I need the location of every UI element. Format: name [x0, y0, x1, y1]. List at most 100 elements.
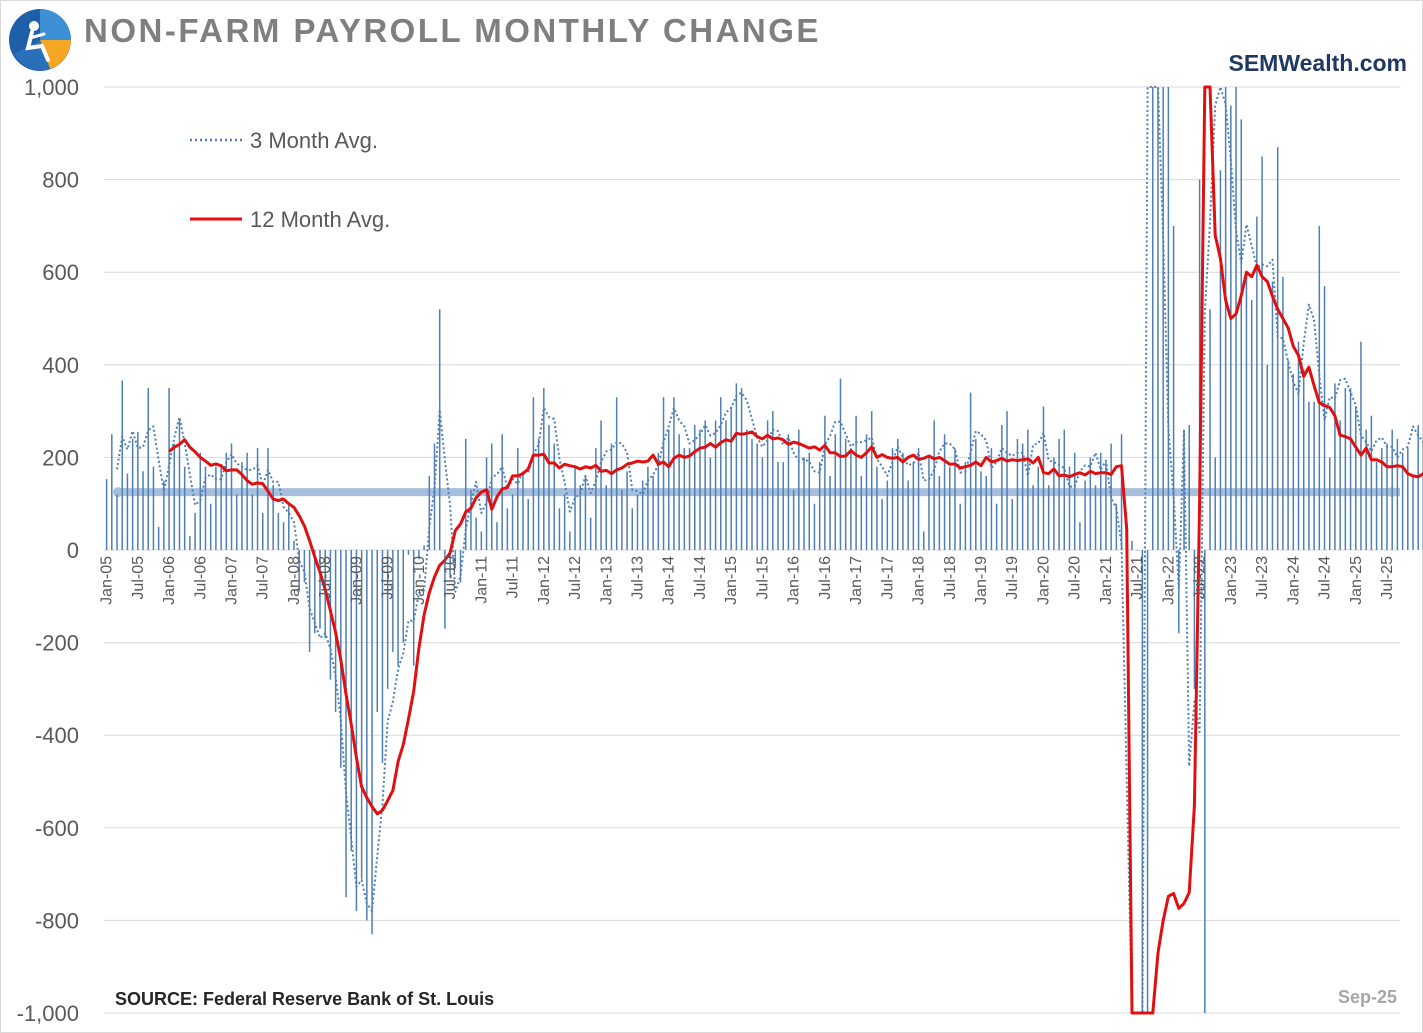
bar	[241, 462, 243, 550]
reference-band-mark	[116, 488, 1400, 497]
bar	[844, 438, 847, 550]
bar	[1027, 429, 1029, 550]
bar	[621, 489, 623, 550]
y-tick-label: 800	[42, 168, 79, 193]
bar	[1120, 434, 1123, 550]
x-tick-label: Jul-12	[567, 556, 584, 600]
bar	[829, 475, 831, 550]
bar	[1146, 550, 1149, 1013]
bar	[902, 452, 904, 550]
x-tick-label: Jan-18	[911, 556, 928, 605]
bar	[412, 550, 415, 666]
bar	[865, 434, 868, 550]
bar	[1412, 475, 1414, 550]
bar	[267, 448, 269, 550]
x-tick-label: Jul-08	[317, 556, 334, 600]
bar	[860, 475, 863, 550]
bar	[928, 457, 930, 550]
bar	[1099, 452, 1102, 550]
bar	[553, 443, 555, 550]
bar	[293, 540, 295, 550]
bar	[1370, 415, 1373, 550]
bar	[746, 429, 748, 550]
brand-link[interactable]: SEMWealth.com	[1228, 50, 1408, 76]
bar	[1401, 452, 1404, 550]
bar	[532, 397, 535, 550]
bar	[803, 457, 805, 550]
bar	[907, 480, 909, 550]
bar	[610, 443, 613, 550]
bar	[1001, 424, 1003, 550]
bar	[261, 512, 264, 550]
bar	[933, 420, 935, 550]
bar	[371, 550, 373, 935]
bar	[1349, 387, 1352, 550]
bar	[886, 480, 889, 550]
bar	[990, 448, 993, 550]
bar	[1381, 448, 1383, 550]
twelve-month-avg-line	[168, 85, 1423, 1015]
bar	[126, 473, 129, 550]
bar	[386, 550, 389, 689]
bar	[1131, 540, 1133, 550]
bar	[1261, 156, 1263, 550]
bar	[792, 489, 795, 550]
bar	[720, 397, 722, 550]
bar	[423, 545, 425, 550]
bar	[152, 466, 155, 550]
bar	[402, 550, 405, 643]
bar	[1204, 550, 1206, 1013]
x-tick-label: Jul-09	[380, 556, 397, 600]
x-tick-label: Jan-11	[473, 556, 490, 604]
bar	[735, 383, 738, 550]
bar	[1318, 225, 1321, 550]
x-tick-label: Jul-15	[754, 556, 771, 600]
three-month-avg-line	[116, 86, 1423, 1014]
bar	[235, 494, 238, 550]
monthly-change-bars	[105, 87, 1423, 1013]
bar	[204, 466, 207, 550]
bar	[1308, 401, 1310, 550]
bar	[1245, 272, 1248, 550]
bar	[194, 512, 196, 550]
bar	[636, 494, 639, 550]
x-tick-label: Jul-14	[692, 556, 709, 600]
bar	[1068, 466, 1071, 550]
bar	[652, 475, 654, 550]
bar	[376, 550, 379, 713]
bar	[137, 431, 139, 550]
bar	[288, 503, 290, 550]
x-tick-label: Jan-05	[99, 556, 116, 605]
bar	[189, 536, 191, 550]
bar	[1157, 87, 1159, 550]
bar	[501, 434, 503, 550]
bar	[1016, 438, 1019, 550]
bar	[673, 397, 675, 550]
bar	[1219, 170, 1222, 550]
bar	[1224, 87, 1227, 550]
bar	[881, 499, 883, 550]
bar	[766, 420, 769, 550]
bar	[392, 550, 394, 652]
bar	[449, 550, 451, 578]
x-tick-label: Jan-06	[161, 556, 178, 605]
bar	[111, 434, 113, 550]
bar	[808, 452, 811, 550]
bar	[1334, 383, 1336, 550]
bar	[1407, 448, 1409, 550]
bar	[142, 471, 144, 550]
bar	[1136, 550, 1138, 551]
bar	[1287, 360, 1289, 550]
bar	[870, 411, 873, 550]
bar	[995, 503, 998, 550]
x-tick-label: Jul-24	[1317, 556, 1334, 600]
bar	[459, 550, 462, 583]
bar	[1339, 420, 1341, 550]
bar	[1344, 387, 1347, 550]
bar	[772, 411, 774, 550]
bar	[641, 480, 644, 550]
bar	[615, 397, 618, 550]
bar	[943, 434, 946, 550]
bar	[730, 406, 732, 550]
bar	[824, 415, 826, 550]
